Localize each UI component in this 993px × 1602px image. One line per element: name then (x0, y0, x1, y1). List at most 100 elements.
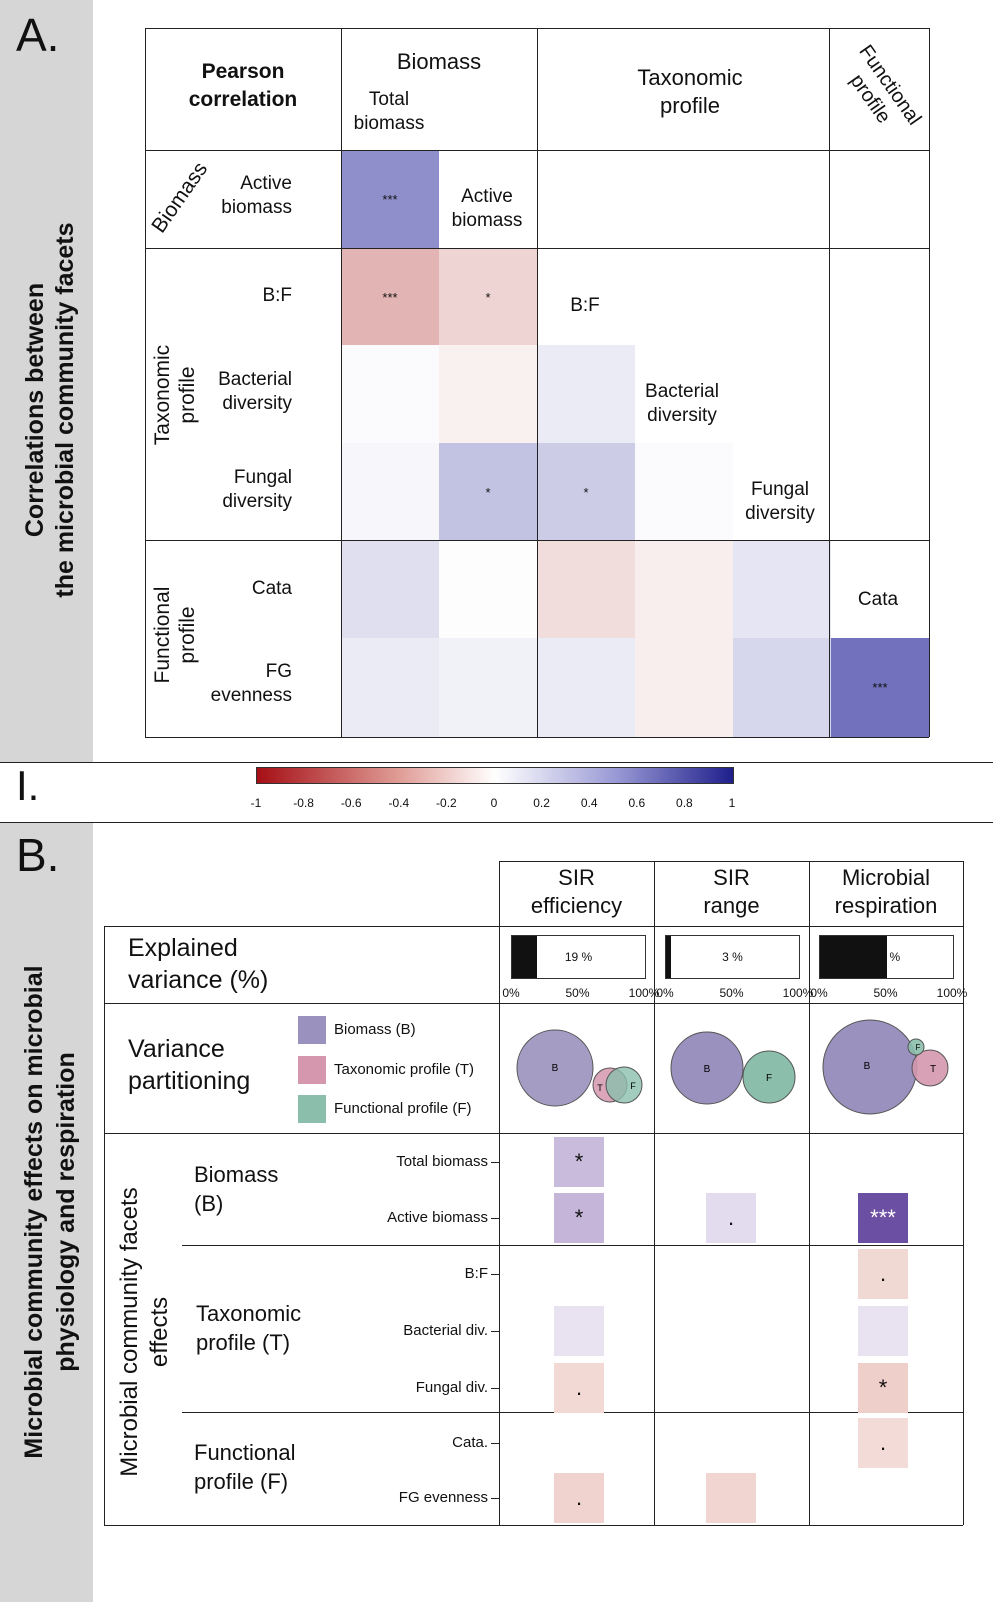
venn-sir-range: B F (670, 1031, 796, 1105)
effect-square: . (554, 1363, 604, 1413)
venn-label-f: F (766, 1073, 772, 1084)
venn-label-b: B (864, 1061, 871, 1072)
diag-label-fungal-diversity: Fungal diversity (745, 479, 815, 524)
explained-axis-tick: 50% (719, 986, 744, 1000)
panel-a-side-title: Correlations between the microbial commu… (21, 222, 79, 598)
explained-variance-bar: 19 % (511, 935, 646, 979)
correlation-cell: *** (831, 638, 929, 737)
correlation-cell: * (439, 443, 537, 541)
explained-axis-tick: 0% (502, 986, 520, 1000)
row-group-biomass: Biomass (147, 157, 213, 238)
explained-variance-label: Explained variance (%) (128, 934, 269, 994)
row-label-fungal-diversity: Fungal diversity (222, 467, 292, 512)
correlation-cell (537, 345, 635, 443)
venn-label-f: F (630, 1081, 636, 1091)
correlation-cell: * (439, 248, 537, 346)
effect-row-label: Cata. (452, 1434, 488, 1451)
explained-variance-bar: 3 % (665, 935, 800, 979)
panel-a-letter: A. (16, 9, 60, 61)
explained-axis-tick: 100% (936, 986, 968, 1000)
correlation-cell (341, 345, 439, 443)
effect-row-tick (491, 1388, 499, 1389)
panel-b-side-title: Microbial community effects on microbial… (20, 965, 80, 1459)
colorbar-tick-label: 0 (490, 796, 498, 810)
explained-variance-fill (512, 936, 538, 978)
effect-row-tick (491, 1331, 499, 1332)
correlation-cell: * (537, 443, 635, 541)
effect-square (554, 1306, 604, 1356)
explained-axis-tick: 0% (656, 986, 674, 1000)
explained-variance-value: 19 % (564, 950, 593, 964)
correlation-cell (439, 540, 537, 638)
col-group-biomass: Biomass (396, 49, 482, 74)
explained-variance-bar: 50 % (819, 935, 954, 979)
effect-row-tick (491, 1218, 499, 1219)
venn-label-b: B (552, 1063, 559, 1074)
effect-square: * (554, 1137, 604, 1187)
correlation-cell (341, 540, 439, 638)
row-label-active-biomass: Active biomass (221, 173, 292, 218)
effect-square: *** (858, 1193, 908, 1243)
correlation-cell (537, 638, 635, 737)
correlation-cell (635, 443, 733, 541)
row-group-taxonomic: Taxonomic profile (151, 344, 199, 446)
venn-circle-functional (742, 1050, 796, 1104)
facets-title: Microbial community facets effects (116, 1187, 173, 1477)
colorbar-tick-label: 0.4 (580, 796, 598, 810)
effect-square: . (554, 1473, 604, 1523)
venn-label-t: T (597, 1083, 603, 1093)
correlation-cell (439, 345, 537, 443)
panel-b-sidebar (0, 823, 93, 1602)
venn-circle-biomass (516, 1029, 594, 1107)
effect-row-tick (491, 1162, 499, 1163)
correlation-cell (635, 540, 733, 638)
diag-label-bacterial-diversity: Bacterial diversity (645, 381, 719, 426)
effect-square: . (858, 1418, 908, 1468)
explained-variance-value: 50 % (872, 950, 901, 964)
group-biomass: Biomass (B) (194, 1162, 279, 1216)
colorbar-tick-label: -1 (250, 796, 262, 810)
col-header-sir-efficiency: SIR efficiency (530, 865, 623, 918)
legend-swatch-biomass (298, 1016, 326, 1044)
explained-axis-tick: 50% (873, 986, 898, 1000)
row-label-cata: Cata (251, 578, 292, 599)
correlation-cell (733, 540, 831, 638)
explained-variance-fill (820, 936, 887, 978)
venn-circle-taxonomic (911, 1049, 949, 1087)
effect-square (858, 1306, 908, 1356)
group-functional: Functional profile (F) (194, 1440, 296, 1494)
diag-label-bf: B:F (570, 295, 600, 316)
group-taxonomic: Taxonomic profile (T) (196, 1301, 302, 1355)
row-label-bf: B:F (262, 285, 292, 306)
venn-circle-functional (907, 1038, 925, 1056)
venn-label-t: T (930, 1064, 936, 1075)
effect-row-label: FG evenness (398, 1489, 488, 1506)
venn-microbial-respiration: B T F (822, 1019, 949, 1115)
correlation-cell (635, 638, 733, 737)
correlation-cell (341, 443, 439, 541)
correlation-cell (537, 540, 635, 638)
row-label-bacterial-diversity: Bacterial diversity (218, 369, 292, 414)
effect-row-tick (491, 1498, 499, 1499)
effect-row-label: Fungal div. (415, 1379, 488, 1396)
correlation-cell (341, 638, 439, 737)
effect-row-label: Active biomass (387, 1209, 488, 1226)
diag-label-cata: Cata (857, 589, 899, 610)
venn-label-f: F (916, 1043, 921, 1052)
effect-square: * (554, 1193, 604, 1243)
colorbar-tick-label: -0.8 (293, 796, 314, 810)
effect-row-label: Bacterial div. (403, 1322, 488, 1339)
venn-circle-biomass (670, 1031, 744, 1105)
effect-row-tick (491, 1274, 499, 1275)
panel-b-letter: B. (16, 829, 60, 881)
col-group-taxonomic: Taxonomic profile (637, 65, 743, 118)
effect-square: * (858, 1363, 908, 1413)
colorbar-tick-label: 1 (728, 796, 736, 810)
correlation-cell (733, 638, 831, 737)
effect-row-tick (491, 1443, 499, 1444)
diag-label-total-biomass: Total biomass (353, 89, 425, 134)
row-group-functional: Functional profile (151, 586, 199, 684)
diag-label-active-biomass: Active biomass (451, 186, 523, 231)
colorbar-tick-label: -0.4 (388, 796, 410, 810)
explained-axis-tick: 100% (782, 986, 814, 1000)
